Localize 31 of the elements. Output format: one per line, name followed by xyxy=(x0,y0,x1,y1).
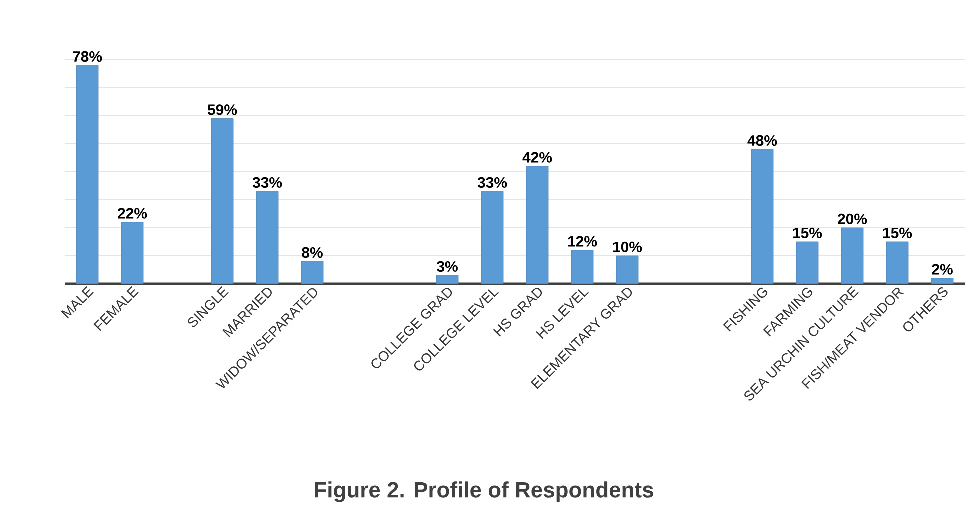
text: Figure 2. Profile of Respondents xyxy=(315,482,654,502)
bar xyxy=(121,222,144,284)
bar xyxy=(886,242,909,284)
bar xyxy=(616,256,639,284)
data-label: 78% xyxy=(73,51,102,62)
bar xyxy=(301,261,324,284)
bar xyxy=(211,118,234,284)
data-label: 33% xyxy=(478,177,508,188)
data-label: 48% xyxy=(748,135,778,146)
data-label: 59% xyxy=(208,104,238,116)
data-label: 15% xyxy=(793,228,822,238)
data-label: 20% xyxy=(838,214,868,224)
bar xyxy=(76,65,99,284)
bar xyxy=(751,149,774,284)
bar xyxy=(256,191,279,284)
bar xyxy=(526,166,549,284)
bar xyxy=(481,191,504,284)
bar xyxy=(796,242,819,284)
data-label: 10% xyxy=(613,242,642,252)
data-label: 12% xyxy=(568,236,598,247)
data-label: 33% xyxy=(252,177,282,188)
data-label: 3% xyxy=(437,261,458,272)
data-label: 2% xyxy=(932,264,953,275)
data-label: 22% xyxy=(118,208,148,219)
data-label: 42% xyxy=(522,152,552,163)
bar xyxy=(436,275,459,284)
bar xyxy=(841,228,864,284)
bar xyxy=(571,250,594,284)
data-label: 15% xyxy=(883,228,912,238)
bar xyxy=(931,278,954,284)
data-label: 8% xyxy=(302,247,323,258)
